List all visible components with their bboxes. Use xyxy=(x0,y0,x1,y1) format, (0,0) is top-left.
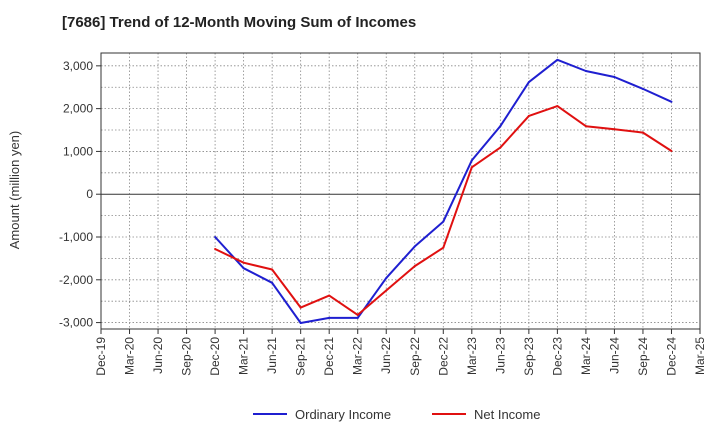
x-tick-label: Sep-20 xyxy=(180,337,194,376)
x-tick-label: Sep-23 xyxy=(522,337,536,376)
data-point xyxy=(584,69,587,72)
x-tick-label: Mar-22 xyxy=(351,337,365,375)
x-tick-label: Mar-24 xyxy=(579,337,593,375)
data-point xyxy=(413,245,416,248)
x-tick-label: Dec-21 xyxy=(322,337,336,376)
y-tick-label: -1,000 xyxy=(59,230,93,244)
y-tick-label: -3,000 xyxy=(59,316,93,330)
data-point xyxy=(641,131,644,134)
y-axis-ticks: 3,000 2,000 1,000 0 -1,000 -2,000 -3,000 xyxy=(59,59,101,330)
data-point xyxy=(271,268,274,271)
series-lines xyxy=(214,58,673,325)
data-point xyxy=(271,281,274,284)
x-tick-label: Jun-21 xyxy=(265,337,279,374)
data-point xyxy=(613,75,616,78)
x-tick-label: Dec-19 xyxy=(94,337,108,376)
x-tick-label: Jun-20 xyxy=(151,337,165,374)
x-tick-label: Dec-24 xyxy=(664,337,678,376)
y-axis-label: Amount (million yen) xyxy=(7,131,22,250)
y-tick-label: 3,000 xyxy=(63,59,93,73)
data-point xyxy=(328,294,331,297)
plot-area-frame xyxy=(100,52,701,330)
x-tick-label: Jun-22 xyxy=(379,337,393,374)
data-point xyxy=(356,316,359,319)
x-tick-label: Sep-21 xyxy=(294,337,308,376)
data-point xyxy=(556,58,559,61)
data-point xyxy=(584,125,587,128)
data-point xyxy=(299,306,302,309)
x-tick-label: Dec-23 xyxy=(550,337,564,376)
legend: Ordinary Income Net Income xyxy=(253,407,540,422)
data-point xyxy=(499,125,502,128)
y-tick-label: 1,000 xyxy=(63,144,93,158)
data-point xyxy=(356,313,359,316)
data-point xyxy=(670,100,673,103)
chart-title: [7686] Trend of 12-Month Moving Sum of I… xyxy=(62,14,417,31)
data-point xyxy=(670,149,673,152)
y-tick-label: 2,000 xyxy=(63,102,93,116)
data-point xyxy=(299,322,302,325)
x-tick-label: Jun-24 xyxy=(607,337,621,374)
data-point xyxy=(499,146,502,149)
x-tick-label: Mar-20 xyxy=(123,337,137,375)
data-point xyxy=(385,289,388,292)
data-point xyxy=(385,277,388,280)
data-point xyxy=(556,105,559,108)
data-point xyxy=(242,261,245,264)
x-tick-label: Mar-21 xyxy=(237,337,251,375)
data-point xyxy=(527,81,530,84)
data-point xyxy=(328,316,331,319)
data-point xyxy=(470,166,473,169)
data-point xyxy=(214,236,217,238)
data-point xyxy=(442,246,445,249)
x-tick-label: Mar-25 xyxy=(693,337,707,375)
x-tick-label: Dec-20 xyxy=(208,337,222,376)
data-point xyxy=(470,159,473,162)
data-point xyxy=(613,128,616,131)
y-tick-label: 0 xyxy=(86,187,93,201)
x-tick-label: Sep-24 xyxy=(636,337,650,376)
data-point xyxy=(641,87,644,90)
x-tick-label: Jun-23 xyxy=(493,337,507,374)
x-tick-label: Mar-23 xyxy=(465,337,479,375)
data-point xyxy=(442,220,445,223)
x-tick-label: Sep-22 xyxy=(408,337,422,376)
data-point xyxy=(413,265,416,268)
grid xyxy=(101,53,700,329)
legend-label: Ordinary Income xyxy=(295,407,391,422)
y-tick-label: -2,000 xyxy=(59,273,93,287)
data-point xyxy=(242,267,245,270)
x-tick-label: Dec-22 xyxy=(436,337,450,376)
x-axis-ticks: Dec-19 Mar-20 Jun-20 Sep-20 Dec-20 Mar-21 Jun-… xyxy=(94,329,707,376)
legend-label: Net Income xyxy=(474,407,540,422)
data-point xyxy=(214,247,217,250)
data-point xyxy=(527,114,530,117)
